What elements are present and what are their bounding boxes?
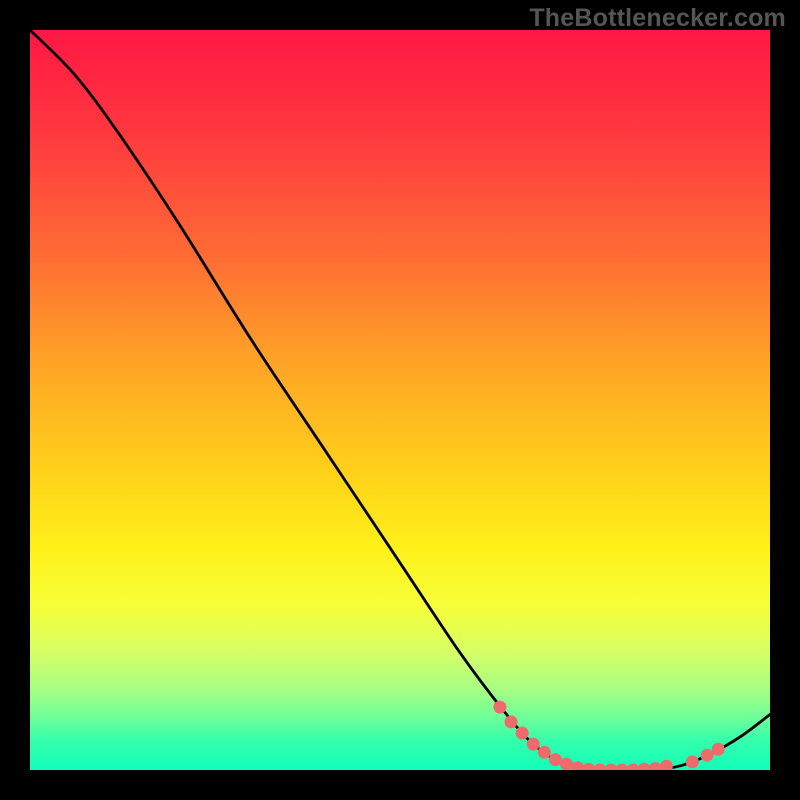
chart-gradient-bg xyxy=(30,30,770,770)
data-marker xyxy=(493,701,506,714)
watermark-text: TheBottlenecker.com xyxy=(529,4,786,33)
data-marker xyxy=(505,715,518,728)
chart-frame: TheBottlenecker.com xyxy=(0,0,800,800)
data-marker xyxy=(686,755,699,768)
data-marker xyxy=(549,753,562,766)
data-marker xyxy=(560,758,573,770)
data-marker xyxy=(712,743,725,756)
chart-plot xyxy=(30,30,770,770)
data-marker xyxy=(701,749,714,762)
data-marker xyxy=(527,738,540,751)
data-marker xyxy=(538,746,551,759)
data-marker xyxy=(516,727,529,740)
chart-svg xyxy=(30,30,770,770)
